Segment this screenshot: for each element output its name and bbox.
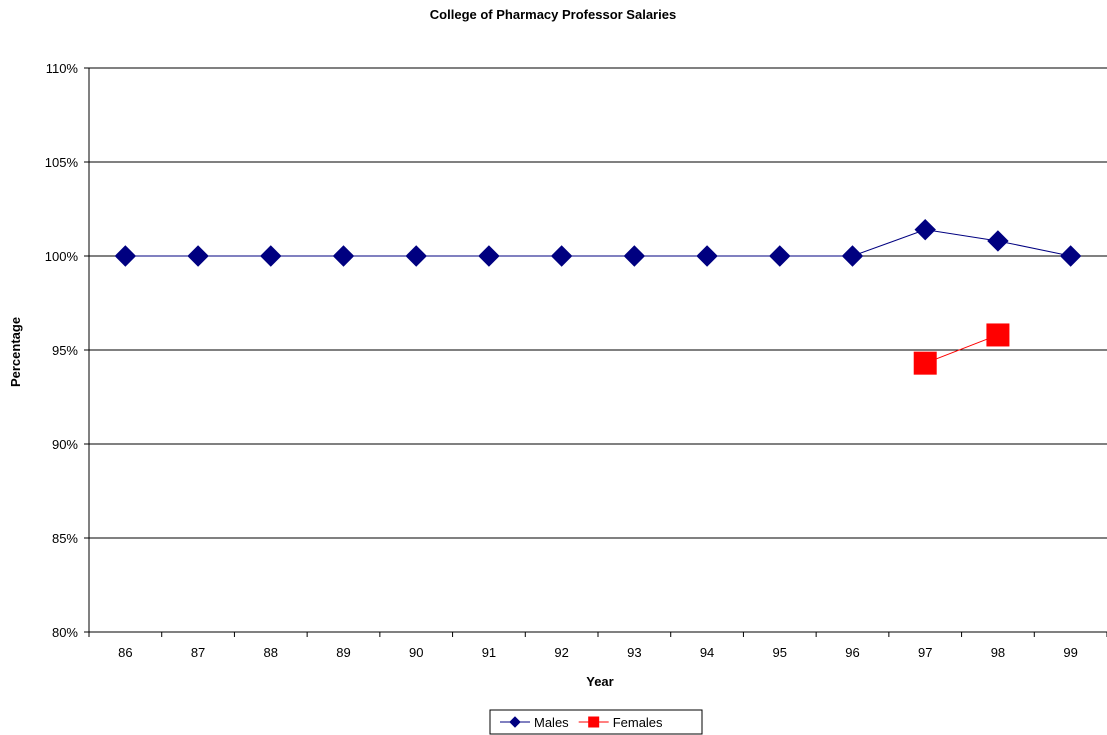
males-data-point xyxy=(260,245,282,267)
x-tick-label: 91 xyxy=(482,645,496,660)
males-data-point xyxy=(332,245,355,267)
x-tick-label: 89 xyxy=(336,645,350,660)
legend-marker-males xyxy=(509,716,521,728)
x-tick-label: 94 xyxy=(700,645,714,660)
series-markers xyxy=(114,218,1082,375)
males-data-point xyxy=(987,230,1009,252)
x-tick-label: 90 xyxy=(409,645,423,660)
legend-item-females: Females xyxy=(578,715,663,730)
males-data-point xyxy=(841,245,864,267)
legend-marker-females xyxy=(588,716,600,728)
females-series-line xyxy=(925,334,999,364)
males-data-point xyxy=(914,218,936,241)
legend-label-females: Females xyxy=(613,715,663,730)
females-data-point xyxy=(913,351,937,375)
x-tick-label: 98 xyxy=(991,645,1005,660)
females-data-point xyxy=(986,323,1010,347)
males-data-point xyxy=(696,245,718,267)
x-tick-label: 96 xyxy=(845,645,859,660)
x-tick-label: 88 xyxy=(264,645,278,660)
chart-title: College of Pharmacy Professor Salaries xyxy=(430,7,676,22)
y-tick-label: 95% xyxy=(52,343,78,358)
x-tick-label: 92 xyxy=(554,645,568,660)
x-tick-label: 99 xyxy=(1063,645,1077,660)
series-lines xyxy=(125,229,1071,364)
males-data-point xyxy=(405,245,427,267)
y-tick-labels: 80% 85% 90% 95% 100% 105% 110% xyxy=(45,61,79,640)
x-axis-title: Year xyxy=(586,674,613,689)
males-data-point xyxy=(1059,245,1082,267)
x-tick-label: 86 xyxy=(118,645,132,660)
x-tick-labels: 86 87 88 89 90 91 92 93 94 95 96 97 98 99 xyxy=(118,645,1078,660)
y-tick-label: 85% xyxy=(52,531,78,546)
males-data-point xyxy=(769,245,791,267)
males-data-point xyxy=(187,245,209,267)
y-tick-label: 110% xyxy=(46,61,79,76)
y-tick-label: 100% xyxy=(45,249,79,264)
x-tick-label: 97 xyxy=(918,645,932,660)
y-tick-label: 80% xyxy=(52,625,78,640)
males-series-line xyxy=(125,229,1071,257)
legend: Males Females xyxy=(489,709,703,735)
males-data-point xyxy=(550,245,573,267)
axes xyxy=(84,67,1107,637)
males-data-point xyxy=(114,245,137,267)
y-axis-title: Percentage xyxy=(8,317,23,387)
gridlines xyxy=(89,67,1107,633)
legend-item-males: Males xyxy=(500,715,569,730)
y-tick-label: 105% xyxy=(45,155,79,170)
males-data-point xyxy=(478,245,500,267)
x-tick-label: 95 xyxy=(773,645,787,660)
x-tick-label: 87 xyxy=(191,645,205,660)
legend-label-males: Males xyxy=(534,715,569,730)
y-tick-label: 90% xyxy=(52,437,78,452)
x-tick-label: 93 xyxy=(627,645,641,660)
males-data-point xyxy=(623,245,646,267)
